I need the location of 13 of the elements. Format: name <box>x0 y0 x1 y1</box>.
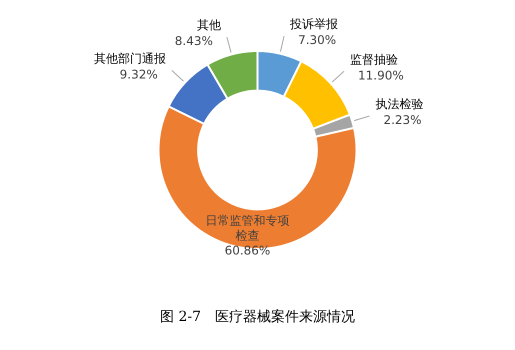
data-label: 7.30% <box>298 33 336 48</box>
slice-label: 其他 <box>196 18 221 32</box>
text: 图 2-7 医疗器械案件来源情况 <box>159 308 356 326</box>
slice-label: 其他部门通报 <box>94 51 166 66</box>
slice-label: 日常监管和专项检查 <box>205 214 290 243</box>
data-label: 8.43% <box>174 34 213 48</box>
slice-label: 投诉举报 <box>289 17 338 32</box>
slice-label: 执法检验 <box>375 97 424 112</box>
data-label: 9.32% <box>120 67 158 82</box>
data-label: 60.86% <box>224 244 270 258</box>
data-label: 2.23% <box>383 113 422 128</box>
slice-label: 监督抽验 <box>350 52 398 66</box>
data-label: 11.90% <box>358 68 404 82</box>
